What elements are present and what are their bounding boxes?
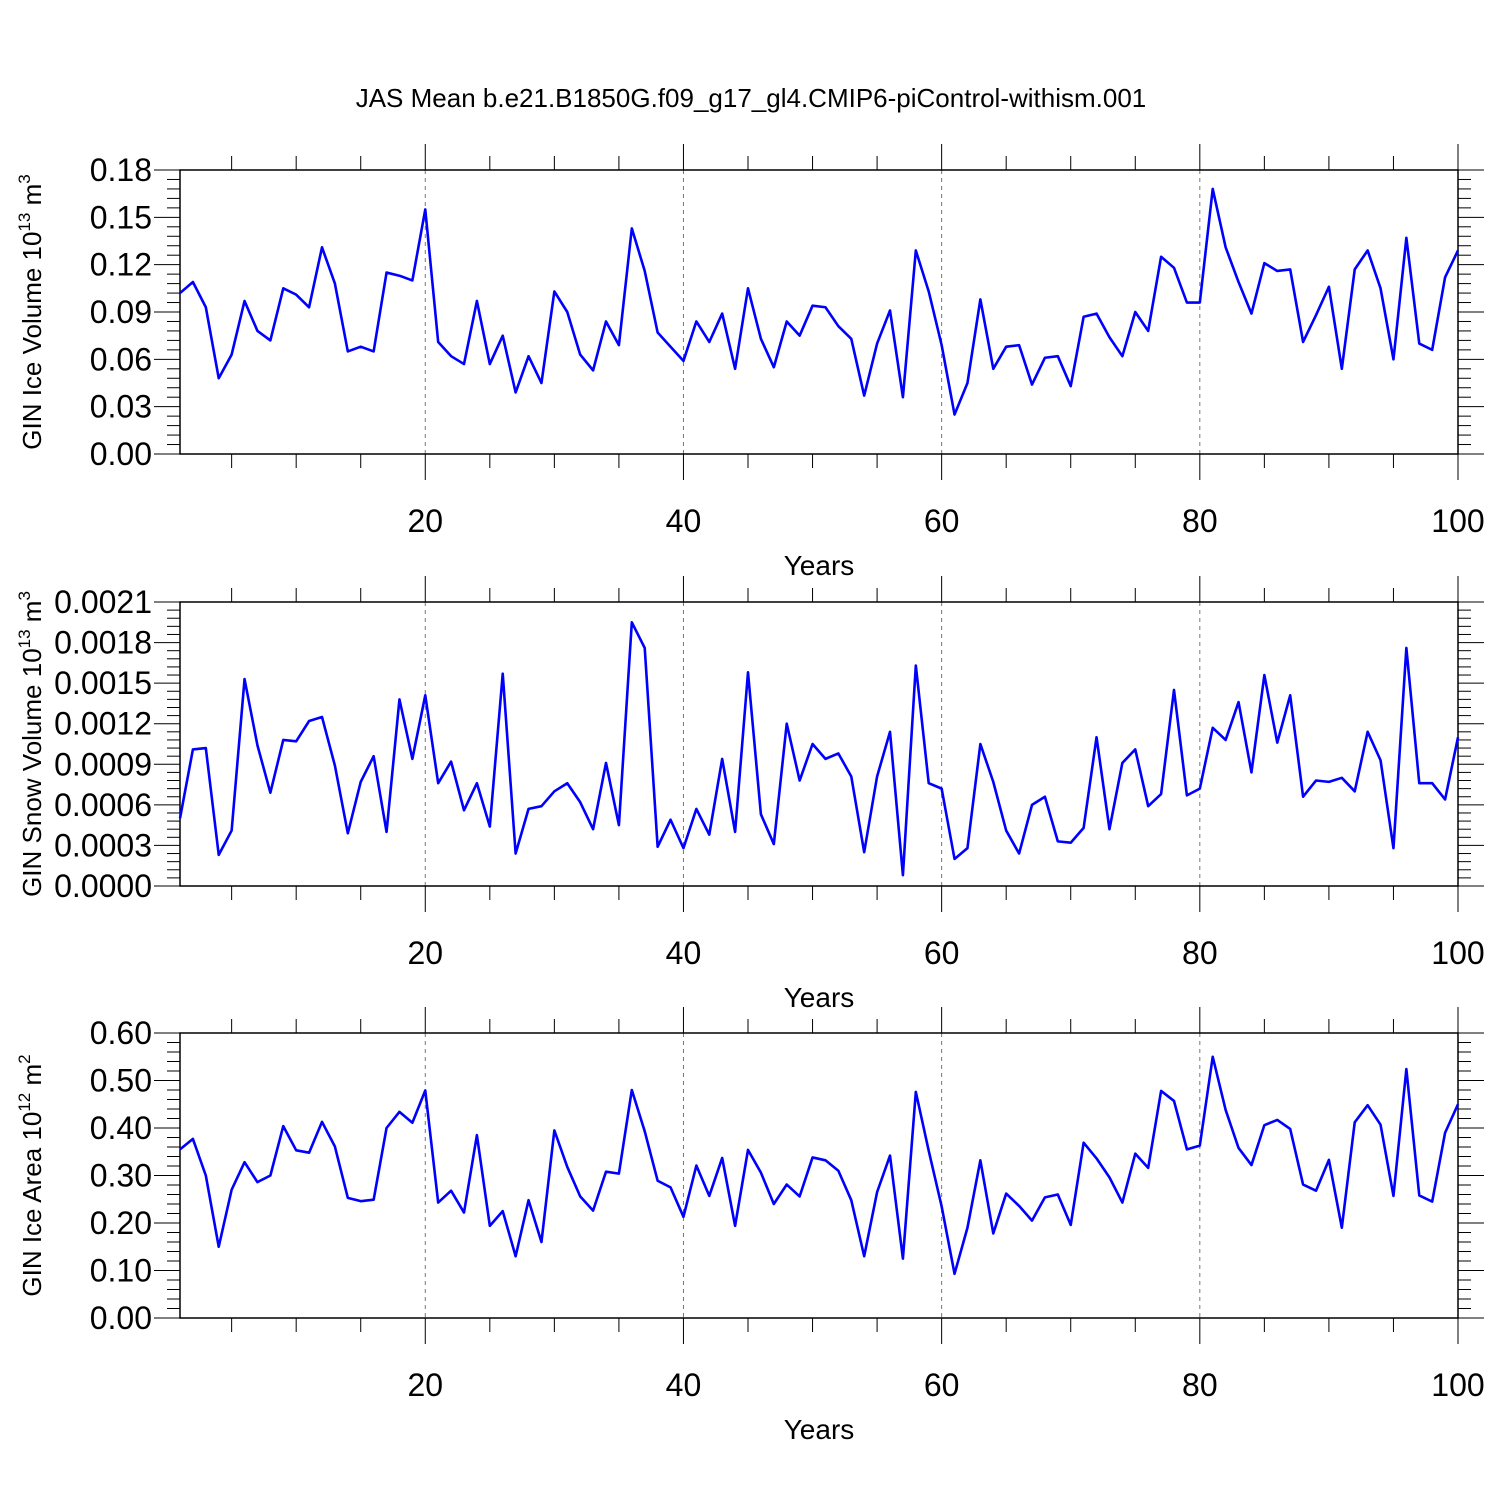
y-axis-label: GIN Ice Volume 1013 m3 (15, 174, 47, 450)
y-tick-label: 0.00 (90, 1300, 152, 1336)
y-tick-label: 0.20 (90, 1205, 152, 1241)
x-tick-label: 40 (666, 503, 702, 539)
x-tick-label: 20 (407, 935, 443, 971)
y-tick-label: 0.09 (90, 294, 152, 330)
series-line (179, 1055, 1460, 1276)
chart-title: JAS Mean b.e21.B1850G.f09_g17_gl4.CMIP6-… (356, 83, 1147, 113)
y-tick-label: 0.50 (90, 1063, 152, 1099)
y-tick-label: 0.18 (90, 152, 152, 188)
panel-3: 0.00 0.10 0.20 0.30 0.40 0.50 0.60 20 40 60 80 100 Y… (15, 1007, 1485, 1445)
y-tick-label: 0.15 (90, 199, 152, 235)
y-tick-label: 0.40 (90, 1110, 152, 1146)
series-line (178, 620, 1460, 877)
y-axis-label-unit-exponent: 3 (15, 591, 34, 600)
x-tick-label: 80 (1182, 1367, 1218, 1403)
y-tick-label: 0.0003 (54, 827, 152, 863)
y-tick-label: 0.0021 (54, 584, 152, 620)
x-tick-label: 100 (1431, 503, 1484, 539)
y-tick-label: 0.12 (90, 247, 152, 283)
x-axis-label: Years (784, 550, 855, 581)
x-axis-label: Years (784, 982, 855, 1013)
y-axis-label: GIN Ice Area 1012 m2 (15, 1054, 47, 1296)
y-tick-label: 0.0009 (54, 746, 152, 782)
y-axis-label-text: GIN Snow Volume 10 (17, 648, 47, 897)
y-axis-label: GIN Snow Volume 1013 m3 (15, 591, 47, 897)
panel-2: 0.0000 0.0003 0.0006 0.0009 0.0012 0.0015 0.00… (15, 576, 1485, 1013)
x-tick-label: 80 (1182, 935, 1218, 971)
y-tick-label: 0.03 (90, 389, 152, 425)
x-tick-label: 20 (407, 503, 443, 539)
y-tick-label: 0.00 (90, 436, 152, 472)
x-tick-label: 80 (1182, 503, 1218, 539)
y-axis-label-exponent: 13 (15, 213, 34, 232)
x-tick-label: 60 (924, 503, 960, 539)
y-tick-label: 0.0012 (54, 706, 152, 742)
x-tick-label: 100 (1431, 1367, 1484, 1403)
x-tick-label: 60 (924, 935, 960, 971)
x-tick-label: 100 (1431, 935, 1484, 971)
y-axis-label-unit: m (17, 601, 47, 630)
y-tick-label: 0.0018 (54, 625, 152, 661)
x-tick-label: 40 (666, 935, 702, 971)
y-axis-label-unit: m (17, 184, 47, 213)
y-tick-label: 0.0006 (54, 787, 152, 823)
y-axis-label-unit-exponent: 3 (15, 174, 34, 183)
plot-frame (179, 601, 1459, 887)
x-tick-label: 40 (666, 1367, 702, 1403)
y-tick-label: 0.30 (90, 1158, 152, 1194)
y-tick-label: 0.06 (90, 341, 152, 377)
x-axis-label: Years (784, 1414, 855, 1445)
y-axis-label-exponent: 13 (15, 629, 34, 648)
chart-panels: 0.00 0.03 0.06 0.09 0.12 0.15 0.18 20 40 60 80 100 Y… (15, 144, 1485, 1445)
y-tick-label: 0.10 (90, 1253, 152, 1289)
y-tick-label: 0.0000 (54, 868, 152, 904)
y-axis-label-unit-exponent: 2 (15, 1054, 34, 1063)
panel-1: 0.00 0.03 0.06 0.09 0.12 0.15 0.18 20 40 60 80 100 Y… (15, 144, 1485, 581)
series-line (179, 187, 1460, 416)
y-tick-label: 0.60 (90, 1015, 152, 1051)
y-axis-label-text: GIN Ice Volume 10 (17, 232, 47, 450)
y-tick-label: 0.0015 (54, 665, 152, 701)
y-axis-label-exponent: 12 (15, 1093, 34, 1112)
x-tick-label: 60 (924, 1367, 960, 1403)
y-axis-label-text: GIN Ice Area 10 (17, 1112, 47, 1297)
y-axis-label-unit: m (17, 1064, 47, 1093)
x-tick-label: 20 (407, 1367, 443, 1403)
